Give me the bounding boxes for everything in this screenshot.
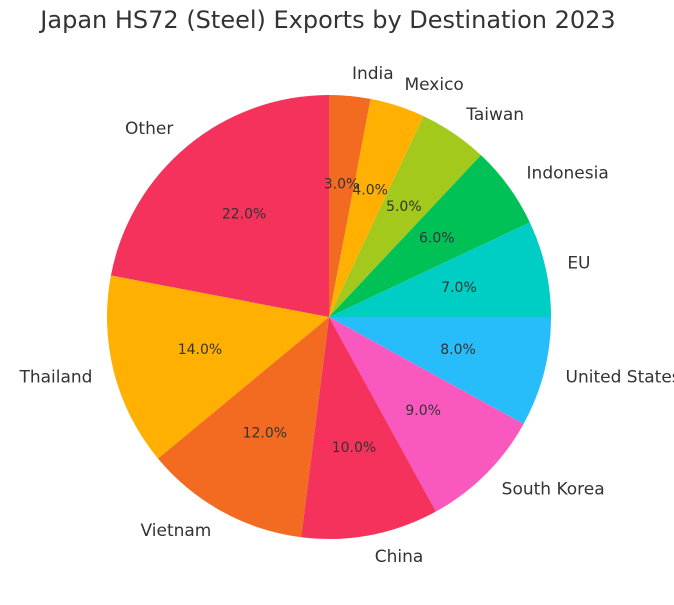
chart-title: Japan HS72 (Steel) Exports by Destinatio… [40, 6, 616, 34]
slice-pct-vietnam: 12.0% [243, 426, 287, 442]
slice-label-indonesia: Indonesia [527, 163, 609, 183]
slice-pct-thailand: 14.0% [178, 342, 222, 358]
pie-slice-vietnam [157, 317, 329, 538]
pie-slice-india [329, 95, 371, 317]
pie-slice-indonesia [329, 155, 530, 317]
pie-slices [106, 95, 551, 540]
pie-slice-eu [329, 222, 551, 317]
slice-pct-united-states: 8.0% [440, 342, 476, 358]
slice-label-united-states: United States [566, 368, 674, 388]
pie-slice-taiwan [329, 116, 481, 317]
slice-label-vietnam: Vietnam [141, 521, 212, 541]
slice-label-mexico: Mexico [404, 75, 463, 95]
slice-pct-other: 22.0% [222, 206, 266, 222]
pie-slice-china [301, 317, 436, 540]
slice-pct-south-korea: 9.0% [405, 403, 441, 419]
pie-slice-mexico [329, 98, 424, 318]
slice-label-eu: EU [567, 254, 590, 274]
pie-slice-south-korea [329, 317, 524, 512]
slice-pct-india: 3.0% [324, 176, 360, 192]
slice-label-taiwan: Taiwan [465, 105, 524, 125]
slice-pct-china: 10.0% [332, 440, 376, 456]
slice-pct-eu: 7.0% [441, 280, 477, 296]
slice-label-china: China [375, 547, 424, 567]
slice-pct-indonesia: 6.0% [419, 231, 455, 247]
pie-slice-thailand [106, 275, 329, 459]
slice-label-india: India [352, 64, 394, 84]
pie-labels: India 3.0% Mexico 4.0% Taiwan 5.0% Indonesia 6.… [18, 64, 674, 567]
slice-label-south-korea: South Korea [502, 480, 605, 500]
slice-label-other: Other [125, 119, 173, 139]
slice-pct-taiwan: 5.0% [386, 199, 422, 215]
pie-slice-other [110, 95, 330, 317]
pie-slice-united-states [329, 317, 551, 424]
slice-pct-mexico: 4.0% [352, 182, 388, 198]
slice-label-thailand: Thailand [18, 368, 92, 388]
